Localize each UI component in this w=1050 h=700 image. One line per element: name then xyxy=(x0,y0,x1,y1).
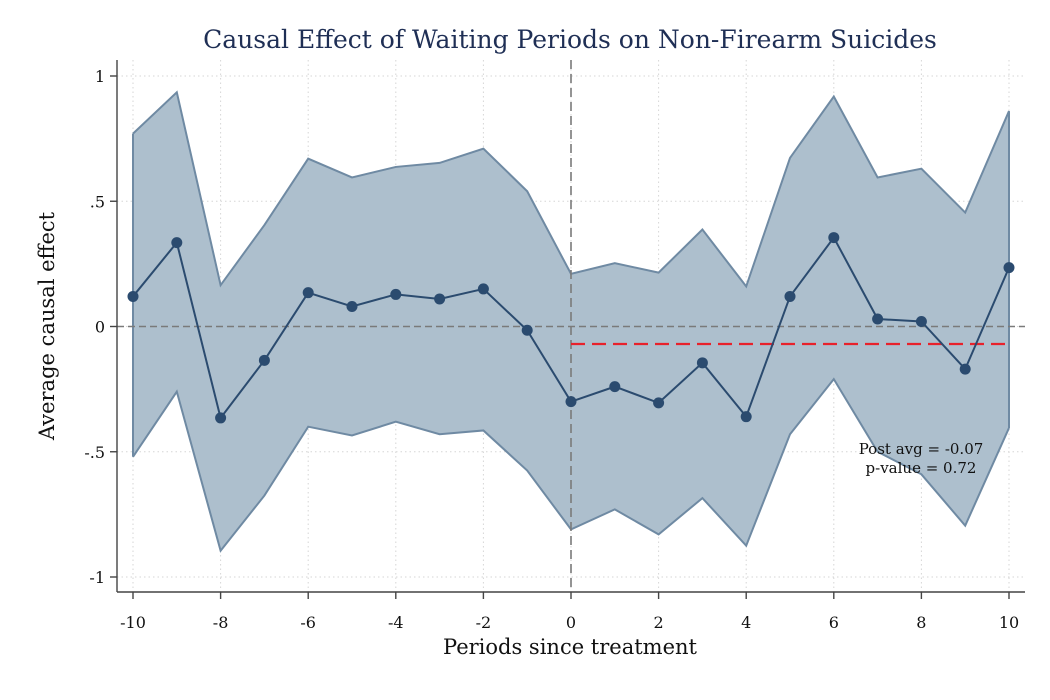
estimate-point xyxy=(258,354,270,366)
x-tick-label: 6 xyxy=(829,613,839,632)
estimate-point xyxy=(740,411,752,423)
estimate-series xyxy=(127,232,1015,424)
x-tick-label: 0 xyxy=(566,613,576,632)
x-axis-label: Periods since treatment xyxy=(443,635,698,659)
estimate-point xyxy=(521,324,533,336)
confidence-band-fill xyxy=(133,92,1009,551)
estimate-point xyxy=(565,396,577,408)
x-tick-label: -6 xyxy=(300,613,316,632)
estimate-point xyxy=(477,283,489,295)
p-value-annotation: p-value = 0.72 xyxy=(866,459,977,477)
estimate-point xyxy=(653,397,665,409)
estimate-point xyxy=(171,237,183,249)
x-tick-label: -2 xyxy=(476,613,492,632)
estimate-point xyxy=(784,290,796,302)
estimate-point xyxy=(828,232,840,244)
estimate-point xyxy=(390,288,402,300)
estimate-point xyxy=(696,357,708,369)
y-tick-label: 0 xyxy=(95,318,105,337)
estimate-point xyxy=(434,293,446,305)
reference-lines xyxy=(117,60,1025,592)
x-tick-label: -8 xyxy=(213,613,229,632)
estimate-point xyxy=(215,412,227,424)
x-tick-label: -10 xyxy=(120,613,146,632)
estimate-point xyxy=(127,290,139,302)
y-tick-label: 1 xyxy=(95,67,105,86)
x-tick-label: 8 xyxy=(916,613,926,632)
x-tick-label: -4 xyxy=(388,613,404,632)
x-tick-label: 10 xyxy=(999,613,1019,632)
estimate-point xyxy=(959,363,971,375)
estimate-point xyxy=(346,300,358,312)
y-axis-label: Average causal effect xyxy=(35,211,59,441)
estimate-point xyxy=(872,313,884,325)
axes xyxy=(110,60,1025,599)
y-tick-label: .5 xyxy=(90,192,105,211)
estimate-point xyxy=(915,315,927,327)
y-tick-label: -1 xyxy=(89,568,105,587)
x-tick-label: 4 xyxy=(741,613,751,632)
estimate-point xyxy=(1003,262,1015,274)
chart-title: Causal Effect of Waiting Periods on Non-… xyxy=(203,25,937,54)
estimate-point xyxy=(302,287,314,299)
tick-labels: -10 -8 -6 -4 -2 0 2 4 6 8 10 -1 -.5 0 .5 1 xyxy=(84,67,1019,632)
post-average-annotation: Post avg = -0.07 xyxy=(859,440,984,458)
estimate-point xyxy=(609,381,621,393)
y-tick-label: -.5 xyxy=(84,443,105,462)
x-tick-label: 2 xyxy=(654,613,664,632)
